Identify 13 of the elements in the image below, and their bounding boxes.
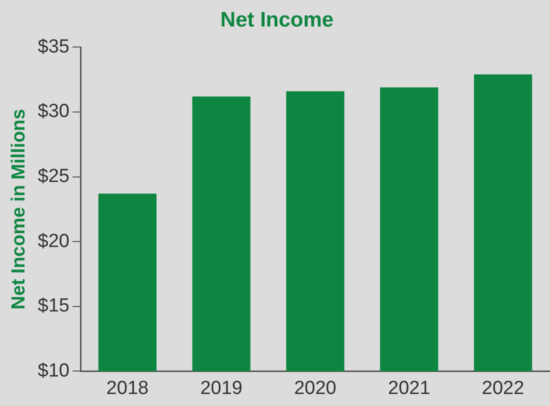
y-tick-label: $25 [38, 166, 70, 188]
x-tick-label: 2020 [294, 378, 336, 399]
y-tick-label: $15 [38, 296, 70, 317]
chart-title: Net Income [220, 8, 334, 32]
y-tick-label: $30 [38, 101, 70, 122]
x-tick-label: 2022 [482, 378, 524, 399]
x-tick-label: 2021 [388, 378, 430, 399]
x-tick-label: 2019 [200, 378, 242, 399]
x-tick-label: 2018 [106, 378, 149, 399]
y-axis-title: Net Income in Millions [8, 108, 30, 310]
y-tick-label: $35 [38, 36, 70, 58]
y-tick-label: $20 [38, 230, 70, 252]
y-tick-label: $10 [38, 360, 70, 382]
